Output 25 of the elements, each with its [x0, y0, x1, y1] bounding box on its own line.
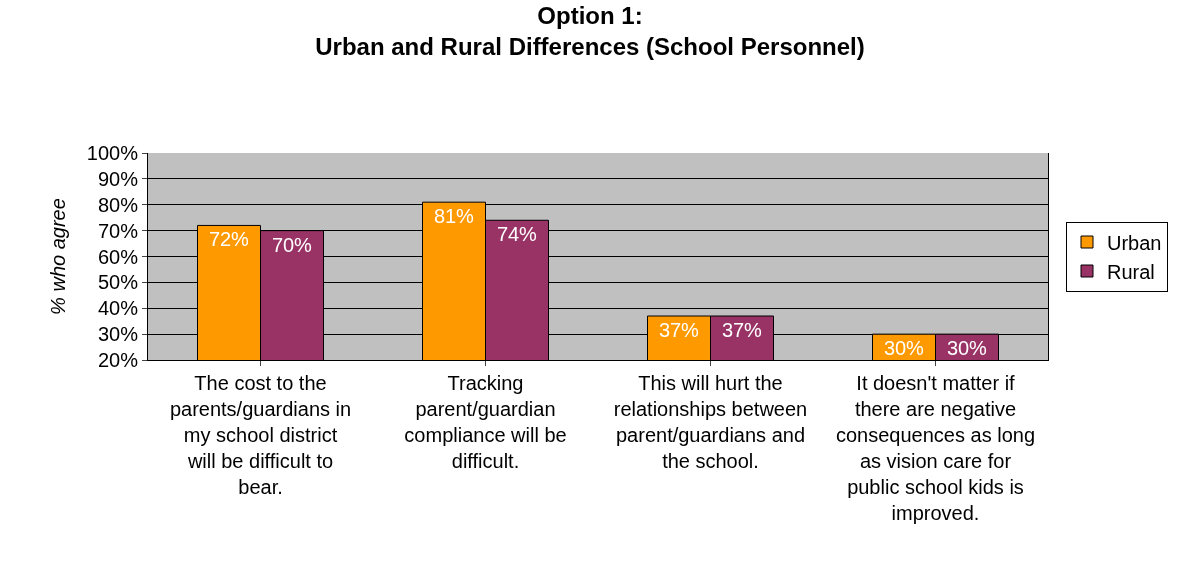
- y-axis-title: % who agree: [47, 198, 70, 315]
- x-tick-label: This will hurt the relationships between parent/guardians and the school.: [613, 372, 808, 472]
- y-tick-label: 20%: [97, 349, 139, 371]
- x-tick-label: Tracking parent/guardian compliance will be difficult.: [404, 372, 567, 472]
- y-tick-label: 40%: [97, 297, 139, 320]
- x-tick-label: The cost to the parents/guardians in my school district will be difficult to bear.: [169, 372, 352, 498]
- y-tick-label: 50%: [97, 271, 139, 294]
- y-tick-label: 30%: [97, 323, 139, 346]
- data-label: 30%: [883, 337, 925, 360]
- data-label: 81%: [433, 205, 475, 228]
- data-label: 37%: [658, 319, 700, 342]
- y-tick-label: 80%: [97, 193, 139, 216]
- x-tick-label: It doesn't matter if there are negative consequences as long as vision care for public school kids is improved.: [835, 372, 1036, 524]
- y-tick-label: 60%: [97, 245, 139, 268]
- data-label: 70%: [271, 233, 313, 256]
- legend-label: Urban: [1107, 231, 1162, 254]
- data-label: 30%: [946, 337, 988, 360]
- data-label: 72%: [208, 228, 250, 251]
- data-label: 74%: [496, 223, 538, 246]
- data-label: 37%: [721, 319, 763, 342]
- y-tick-label: 70%: [97, 219, 139, 242]
- y-tick-label: 100%: [86, 142, 139, 164]
- chart-title: Option 1: Urban and Rural Differences (School Personnel): [315, 1, 865, 60]
- y-tick-label: 90%: [97, 167, 139, 190]
- legend-label: Rural: [1107, 260, 1155, 283]
